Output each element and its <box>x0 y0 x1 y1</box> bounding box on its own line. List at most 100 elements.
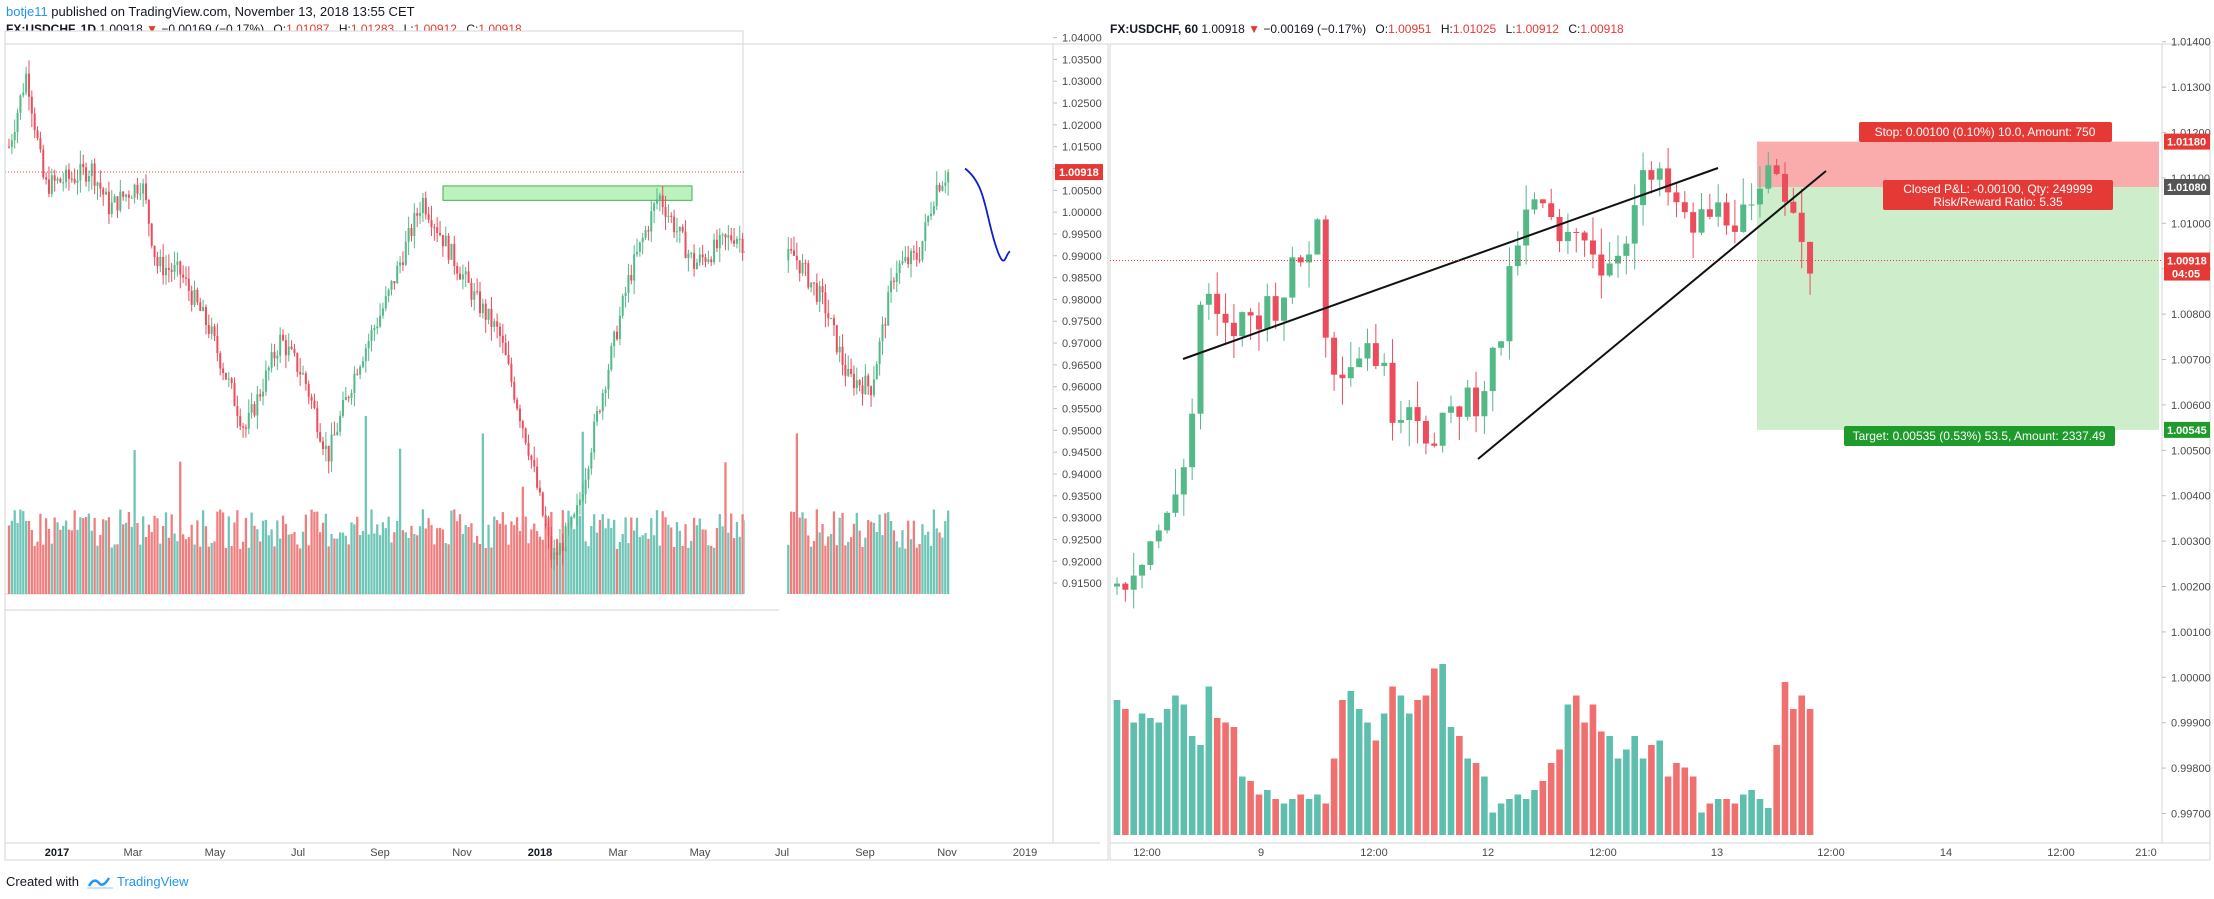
candle-body <box>907 257 910 265</box>
volume-bar <box>413 533 416 594</box>
candle-body <box>655 199 658 204</box>
candle-body <box>316 408 319 432</box>
candle-body <box>444 235 447 247</box>
author-link[interactable]: botje11 <box>6 4 48 19</box>
volume-bar <box>667 524 670 594</box>
volume-bar <box>841 513 844 594</box>
volume-bar <box>918 544 921 594</box>
candle-body <box>681 226 684 232</box>
daily-time-tick: Mar <box>124 847 143 859</box>
candle-body <box>1690 212 1697 233</box>
candle-body <box>587 468 590 480</box>
candle-body <box>892 280 895 283</box>
candle-body <box>521 421 524 429</box>
candle-body <box>50 175 53 194</box>
candle-body <box>276 355 279 359</box>
volume-bar <box>878 514 881 594</box>
volume-bar <box>849 537 853 594</box>
volume-bar <box>464 525 467 594</box>
volume-bar <box>601 514 604 594</box>
candle-body <box>881 324 884 342</box>
candle-body <box>598 410 601 412</box>
candle-body <box>561 542 564 551</box>
volume-bar <box>827 536 830 594</box>
daily-price-tick: 0.96000 <box>1062 382 1102 394</box>
daily-price-tick: 0.94500 <box>1062 447 1102 459</box>
hourly-time-tick: 12:00 <box>1133 847 1161 859</box>
volume-bar <box>670 527 673 594</box>
candle-body <box>447 235 450 260</box>
daily-time-tick: Jul <box>291 847 305 859</box>
volume-bar <box>244 517 248 594</box>
volume-bar <box>139 544 142 594</box>
volume-bar <box>1489 812 1497 835</box>
volume-bar <box>96 545 99 594</box>
candle-body <box>187 278 190 291</box>
down-arrow-icon: ▼ <box>146 22 158 36</box>
candle-body <box>684 231 687 259</box>
candle-body <box>244 427 247 429</box>
volume-bar <box>1314 794 1321 835</box>
candle-body <box>544 515 547 526</box>
candle-body <box>162 256 165 276</box>
risk-reward-label: Risk/Reward Ratio: 5.35 <box>1933 195 2063 209</box>
volume-bar <box>678 530 681 594</box>
candle-body <box>844 364 847 376</box>
candle-body <box>364 348 367 362</box>
volume-bar <box>809 546 813 594</box>
candle-body <box>567 525 570 527</box>
candle-body <box>419 213 422 216</box>
candle-body <box>1306 254 1313 263</box>
right-symbol[interactable]: FX:USDCHF, 60 <box>1110 22 1199 36</box>
volume-bar <box>672 546 676 594</box>
volume-bar <box>570 517 573 594</box>
right-open: 1.00951 <box>1388 22 1432 36</box>
candle-body <box>1681 202 1688 213</box>
volume-bar <box>410 525 413 594</box>
candle-body <box>593 421 596 453</box>
volume-bar <box>250 512 253 594</box>
candle-body <box>456 266 459 274</box>
tradingview-logo-icon <box>86 876 113 888</box>
wedge-lower-trendline <box>1477 170 1827 460</box>
candle-body <box>407 228 410 242</box>
volume-bar <box>655 510 659 594</box>
volume-bar <box>698 518 701 594</box>
volume-bar <box>855 512 858 594</box>
candle-body <box>1548 203 1555 218</box>
candle-body <box>1205 293 1212 305</box>
volume-bar <box>1439 664 1446 835</box>
volume-bar <box>264 519 268 594</box>
candle-body <box>287 346 290 356</box>
candle-body <box>930 213 933 217</box>
candle-body <box>82 163 85 168</box>
volume-bar <box>7 525 11 594</box>
candle-body <box>119 191 122 211</box>
volume-bar <box>150 532 153 594</box>
candle-body <box>713 239 716 263</box>
volume-bar <box>1614 758 1622 835</box>
volume-bar <box>59 529 62 594</box>
volume-bar <box>1547 763 1555 835</box>
volume-bar <box>224 547 228 594</box>
volume-bar <box>1706 803 1714 835</box>
candle-body <box>110 202 113 215</box>
candle-body <box>379 315 382 327</box>
candle-body <box>847 368 850 376</box>
candle-body <box>887 292 890 326</box>
candle-body <box>867 375 870 387</box>
volume-bar <box>30 530 33 594</box>
volume-bar <box>615 548 619 594</box>
volume-bar <box>430 525 433 594</box>
tradingview-brand[interactable]: TradingView <box>86 874 189 889</box>
volume-bar <box>887 512 890 594</box>
volume-bar <box>704 529 707 594</box>
daily-price-tick: 1.01500 <box>1062 142 1102 154</box>
candle-body <box>96 182 99 186</box>
volume-bar <box>675 522 679 594</box>
volume-bar <box>481 433 484 594</box>
candle-body <box>1389 362 1396 423</box>
candle-body <box>381 308 384 316</box>
volume-bar <box>892 530 896 594</box>
